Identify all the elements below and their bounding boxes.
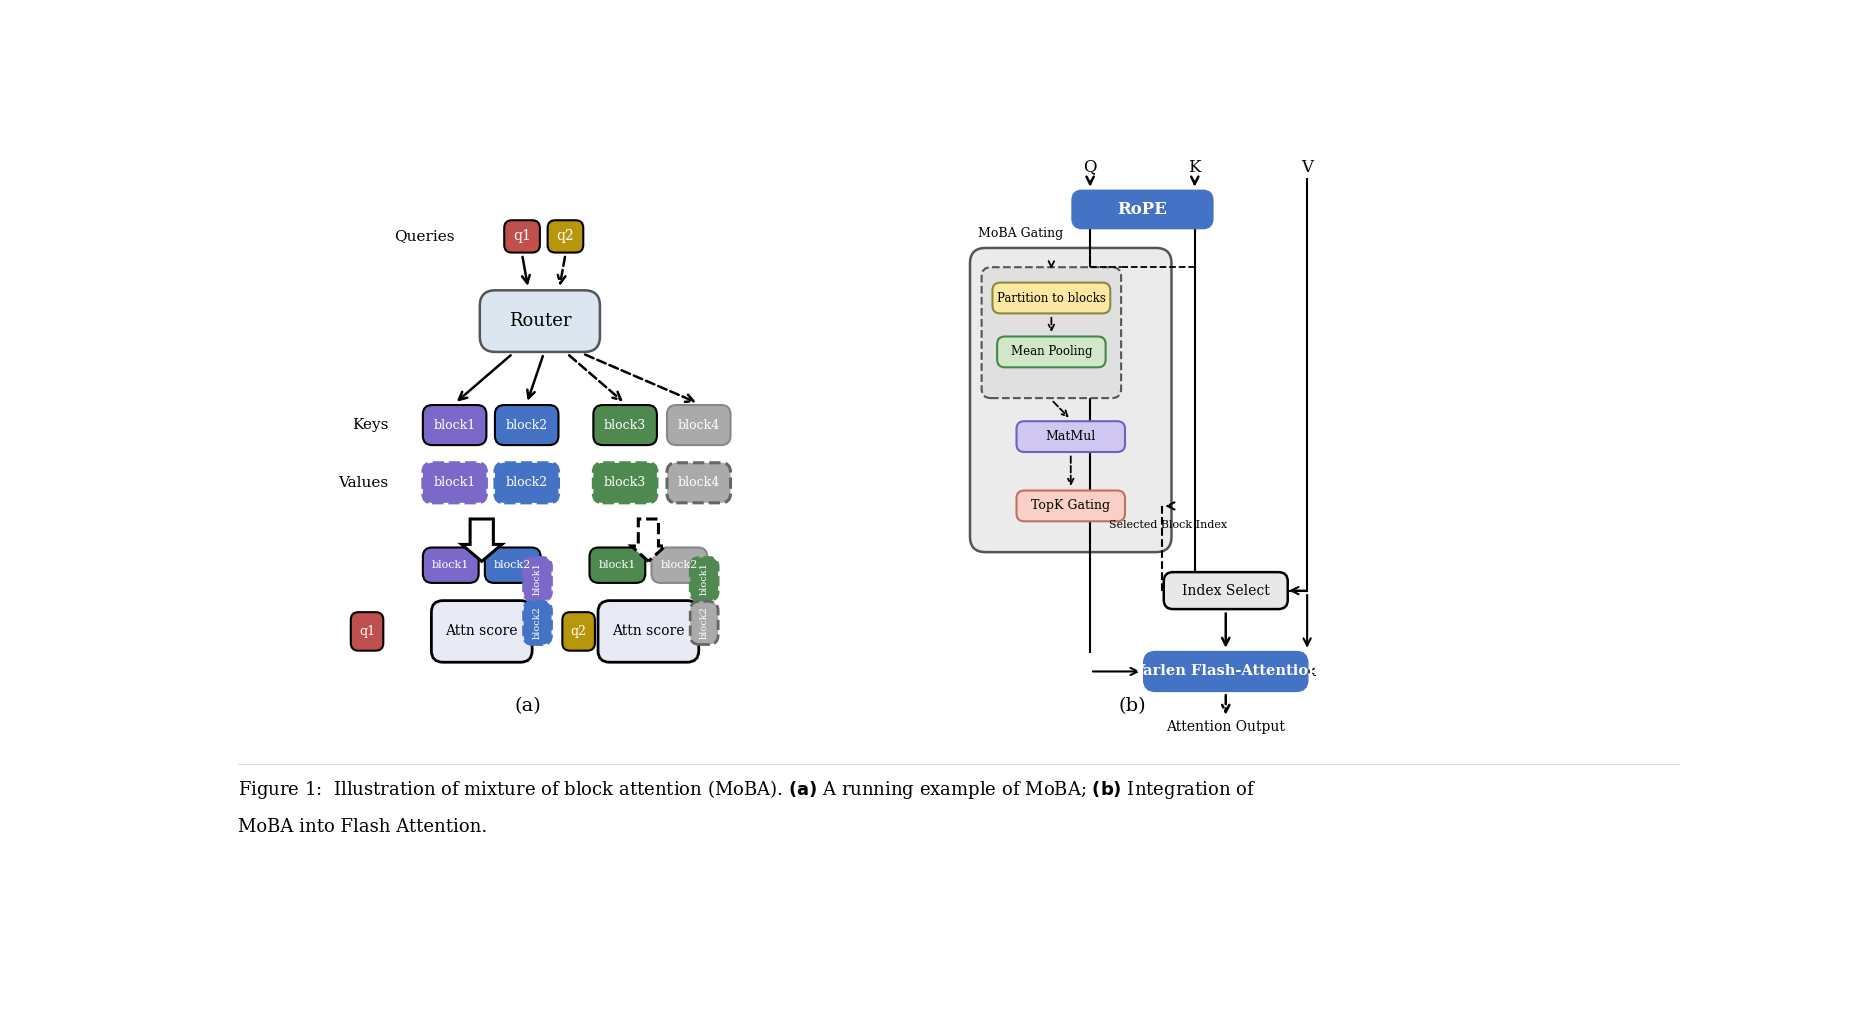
Text: Keys: Keys [352, 418, 389, 432]
FancyBboxPatch shape [548, 220, 583, 252]
Text: Index Select: Index Select [1182, 584, 1270, 597]
FancyBboxPatch shape [651, 548, 707, 583]
Text: (b): (b) [1118, 697, 1146, 715]
FancyBboxPatch shape [971, 248, 1171, 552]
Text: Figure 1:  Illustration of mixture of block attention (MoBA). $\mathbf{(a)}$ A r: Figure 1: Illustration of mixture of blo… [237, 778, 1257, 801]
Text: Values: Values [338, 476, 389, 490]
FancyArrow shape [462, 519, 501, 562]
FancyBboxPatch shape [505, 220, 540, 252]
Text: RoPE: RoPE [1118, 201, 1167, 218]
FancyBboxPatch shape [432, 600, 533, 662]
Text: block1: block1 [434, 419, 475, 432]
Text: q1: q1 [512, 229, 531, 243]
Text: block1: block1 [432, 560, 469, 570]
Text: Selected Block Index: Selected Block Index [1109, 520, 1227, 530]
FancyBboxPatch shape [1017, 421, 1126, 452]
FancyBboxPatch shape [997, 337, 1105, 367]
Text: block2: block2 [699, 606, 709, 640]
FancyBboxPatch shape [1073, 191, 1212, 228]
FancyBboxPatch shape [1144, 652, 1307, 691]
Text: Varlen Flash-Attention: Varlen Flash-Attention [1133, 664, 1318, 678]
FancyBboxPatch shape [524, 601, 552, 645]
Text: block3: block3 [604, 477, 647, 490]
Text: q1: q1 [359, 625, 376, 638]
Text: Queries: Queries [395, 229, 454, 243]
FancyBboxPatch shape [593, 405, 656, 445]
Text: block2: block2 [494, 560, 531, 570]
Text: block2: block2 [505, 419, 548, 432]
FancyBboxPatch shape [690, 558, 718, 600]
Text: block2: block2 [505, 477, 548, 490]
Text: q2: q2 [557, 229, 574, 243]
FancyBboxPatch shape [496, 462, 559, 503]
FancyBboxPatch shape [982, 268, 1122, 399]
Text: block2: block2 [533, 606, 542, 640]
Text: V: V [1302, 158, 1313, 175]
FancyBboxPatch shape [423, 405, 486, 445]
Text: block1: block1 [434, 477, 475, 490]
Text: Attn score: Attn score [611, 625, 684, 639]
FancyBboxPatch shape [598, 600, 699, 662]
Text: Attn score: Attn score [445, 625, 518, 639]
Text: MoBA into Flash Attention.: MoBA into Flash Attention. [237, 817, 486, 836]
FancyBboxPatch shape [484, 548, 540, 583]
FancyBboxPatch shape [668, 462, 731, 503]
FancyArrow shape [632, 519, 666, 562]
FancyBboxPatch shape [481, 290, 600, 352]
Text: (a): (a) [514, 697, 542, 715]
Text: block4: block4 [677, 419, 720, 432]
FancyBboxPatch shape [690, 601, 718, 645]
Text: block3: block3 [604, 419, 647, 432]
Text: TopK Gating: TopK Gating [1030, 500, 1111, 512]
FancyBboxPatch shape [1163, 572, 1288, 609]
FancyBboxPatch shape [496, 405, 559, 445]
FancyBboxPatch shape [524, 558, 552, 600]
Text: Attention Output: Attention Output [1167, 720, 1285, 734]
FancyBboxPatch shape [563, 612, 595, 651]
FancyBboxPatch shape [593, 462, 656, 503]
Text: block4: block4 [677, 477, 720, 490]
Text: Mean Pooling: Mean Pooling [1010, 346, 1092, 358]
FancyBboxPatch shape [423, 462, 486, 503]
Text: Q: Q [1083, 158, 1098, 175]
FancyBboxPatch shape [993, 283, 1111, 313]
FancyBboxPatch shape [352, 612, 383, 651]
Text: K: K [1189, 158, 1201, 175]
Text: MatMul: MatMul [1045, 430, 1096, 443]
FancyBboxPatch shape [589, 548, 645, 583]
Text: Router: Router [509, 312, 570, 331]
FancyBboxPatch shape [1017, 491, 1126, 521]
Text: block1: block1 [598, 560, 636, 570]
Text: block1: block1 [699, 563, 709, 595]
Text: block1: block1 [533, 563, 542, 595]
FancyBboxPatch shape [668, 405, 731, 445]
Text: Partition to blocks: Partition to blocks [997, 291, 1105, 304]
Text: MoBA Gating: MoBA Gating [978, 227, 1062, 240]
Text: block2: block2 [660, 560, 698, 570]
Text: q2: q2 [570, 625, 587, 638]
FancyBboxPatch shape [423, 548, 479, 583]
